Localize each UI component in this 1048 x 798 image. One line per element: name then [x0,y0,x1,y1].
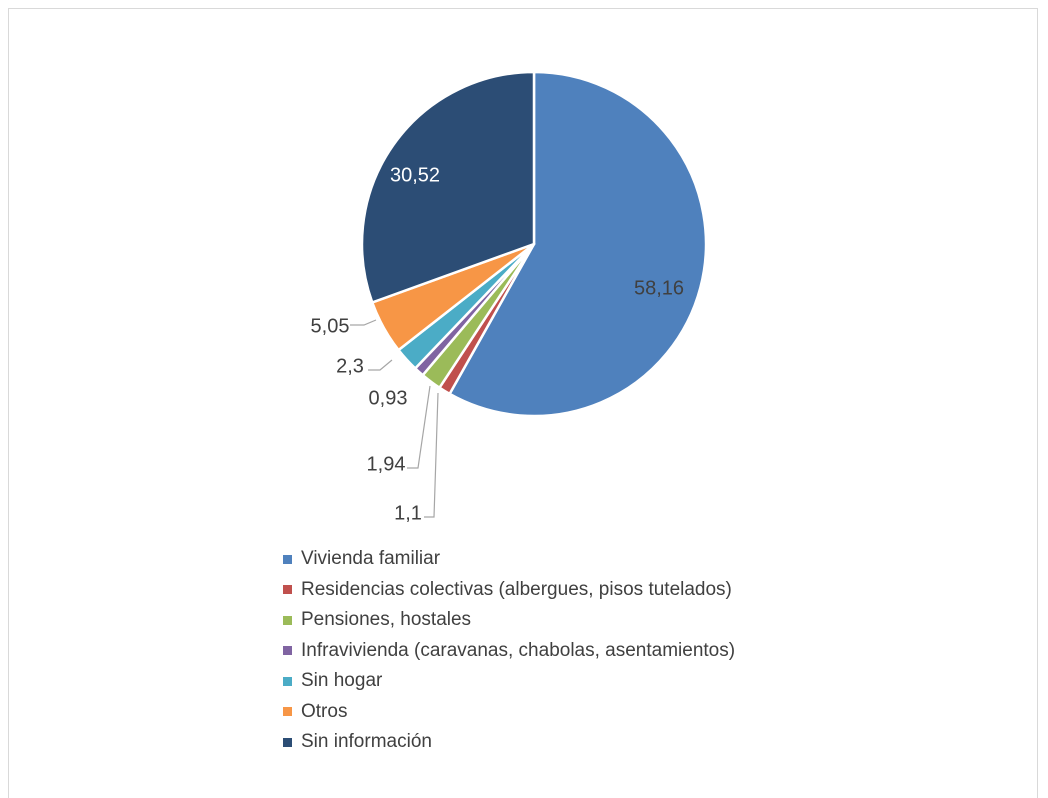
pie-slice-sin-informacion [360,70,536,304]
legend-swatch [283,585,292,595]
legend-item-sin-informacion: Sin información [283,727,735,758]
legend-swatch [283,676,292,686]
data-label-infravivienda: 0,93 [369,387,408,409]
legend-label: Vivienda familiar [301,548,441,570]
chart-legend: Vivienda familiar Residencias colectivas… [283,544,735,758]
legend-label: Sin hogar [301,670,383,692]
leader-line-residencias-colectivas [424,392,439,518]
legend-swatch [283,615,292,625]
data-label-pensiones-hostales: 1,94 [367,453,406,475]
data-label-vivienda-familiar: 58,16 [634,277,684,299]
legend-label: Otros [301,700,348,722]
legend-item-otros: Otros [283,697,735,728]
legend-item-residencias-colectivas: Residencias colectivas (albergues, pisos… [283,575,735,606]
data-label-sin-informacion: 30,52 [390,164,440,186]
legend-swatch [283,737,292,747]
legend-item-infravivienda: Infravivienda (caravanas, chabolas, asen… [283,636,735,667]
legend-item-pensiones-hostales: Pensiones, hostales [283,605,735,636]
data-label-sin-hogar: 2,3 [336,355,364,377]
leader-line-pensiones-hostales [407,385,431,469]
legend-item-sin-hogar: Sin hogar [283,666,735,697]
legend-label: Pensiones, hostales [301,609,472,631]
pie-chart: 58,16 1,1 1,94 0,932,3 5,05 30,52 [311,70,708,524]
legend-swatch [283,707,292,717]
pie-slice-vivienda-familiar [448,70,708,418]
leader-line-otros [350,319,377,326]
legend-item-vivienda-familiar: Vivienda familiar [283,544,735,575]
data-label-otros: 5,05 [311,315,350,337]
legend-swatch [283,554,292,564]
legend-label: Sin información [301,731,432,753]
leader-line-sin-hogar [368,359,393,371]
legend-label: Residencias colectivas (albergues, pisos… [301,578,732,600]
legend-swatch [283,646,292,656]
data-label-residencias-colectivas: 1,1 [394,502,422,524]
legend-label: Infravivienda (caravanas, chabolas, asen… [301,639,736,661]
